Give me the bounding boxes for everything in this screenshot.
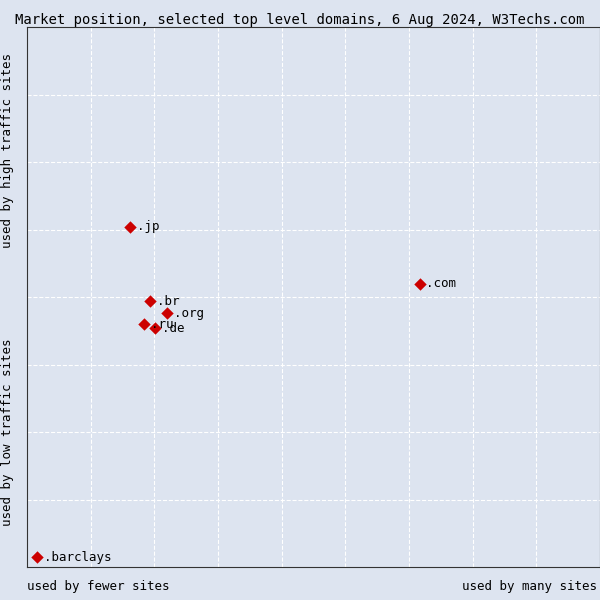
Text: used by many sites: used by many sites: [462, 580, 597, 593]
Text: .de: .de: [161, 322, 184, 335]
Text: .barclays: .barclays: [44, 551, 112, 564]
Text: .ru: .ru: [151, 317, 174, 331]
Text: used by low traffic sites: used by low traffic sites: [1, 338, 14, 526]
Text: used by fewer sites: used by fewer sites: [27, 580, 170, 593]
Text: Market position, selected top level domains, 6 Aug 2024, W3Techs.com: Market position, selected top level doma…: [15, 13, 585, 27]
Text: .com: .com: [427, 277, 457, 290]
Point: [415, 278, 424, 288]
Text: .org: .org: [174, 307, 204, 320]
Point: [163, 308, 172, 318]
Text: .jp: .jp: [137, 220, 160, 233]
Point: [125, 222, 135, 232]
Text: used by high traffic sites: used by high traffic sites: [1, 52, 14, 247]
Point: [150, 323, 160, 333]
Point: [32, 553, 42, 562]
Point: [140, 319, 149, 329]
Point: [145, 296, 155, 306]
Text: .br: .br: [157, 295, 179, 308]
